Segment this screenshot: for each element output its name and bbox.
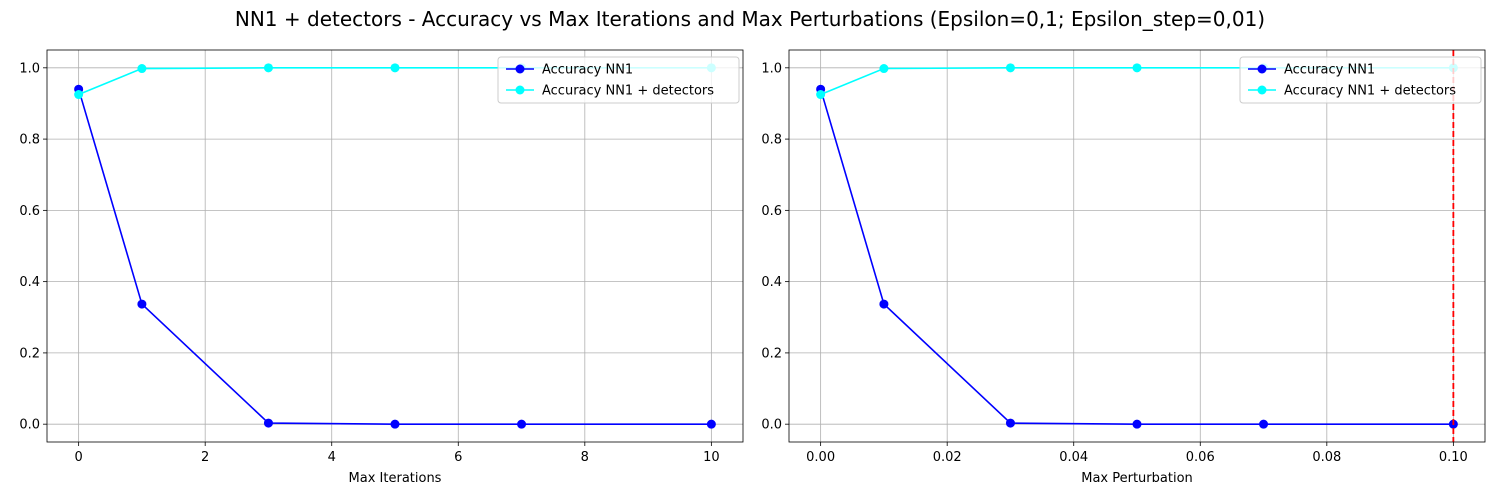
legend-label-0: Accuracy NN1 bbox=[1284, 63, 1375, 78]
data-point-0-3 bbox=[1132, 419, 1142, 429]
legend: Accuracy NN1 Accuracy NN1 + detectors bbox=[1239, 56, 1482, 104]
y-tick-label: 0.4 bbox=[761, 275, 782, 290]
x-tick-label: 0.00 bbox=[806, 450, 835, 465]
data-point-1-0 bbox=[74, 90, 84, 100]
data-point-0-4 bbox=[1259, 419, 1269, 429]
axes-frame bbox=[46, 49, 744, 443]
x-tick-label: 6 bbox=[454, 450, 462, 465]
figure-title: NN1 + detectors - Accuracy vs Max Iterat… bbox=[235, 7, 1265, 31]
legend-box bbox=[497, 56, 740, 104]
x-axis-label: Max Iterations bbox=[349, 471, 442, 486]
data-point-1-1 bbox=[137, 64, 147, 74]
legend-label-1: Accuracy NN1 + detectors bbox=[542, 84, 714, 99]
y-tick-label: 0.6 bbox=[19, 204, 40, 219]
y-tick-label: 0.4 bbox=[19, 275, 40, 290]
data-point-0-2 bbox=[263, 418, 273, 428]
chart-max-perturbation: 0.00 0.02 0.04 0.06 0.08 0.10 0.0 0.2 0.4 0.6 0.8 1… bbox=[761, 49, 1486, 486]
legend-label-0: Accuracy NN1 bbox=[542, 63, 633, 78]
data-point-1-1 bbox=[879, 64, 889, 74]
data-point-0-1 bbox=[879, 299, 889, 309]
data-point-1-3 bbox=[390, 63, 400, 73]
x-tick-label: 8 bbox=[581, 450, 589, 465]
data-point-1-2 bbox=[263, 63, 273, 73]
data-point-0-3 bbox=[390, 419, 400, 429]
legend-marker-0 bbox=[515, 64, 525, 74]
legend-marker-1 bbox=[515, 85, 525, 95]
legend-marker-0 bbox=[1257, 64, 1267, 74]
data-point-1-0 bbox=[816, 90, 826, 100]
y-tick-label: 0.8 bbox=[19, 133, 40, 148]
x-tick-label: 0.06 bbox=[1186, 450, 1215, 465]
x-tick-label: 10 bbox=[703, 450, 720, 465]
legend-marker-1 bbox=[1257, 85, 1267, 95]
y-tick-label: 0.6 bbox=[761, 204, 782, 219]
x-tick-label: 2 bbox=[201, 450, 209, 465]
data-point-0-5 bbox=[706, 419, 716, 429]
legend-box bbox=[1239, 56, 1482, 104]
data-point-1-2 bbox=[1005, 63, 1015, 73]
x-tick-label: 4 bbox=[328, 450, 336, 465]
x-tick-label: 0.10 bbox=[1439, 450, 1468, 465]
legend: Accuracy NN1 Accuracy NN1 + detectors bbox=[497, 56, 740, 104]
y-tick-label: 0.8 bbox=[761, 133, 782, 148]
x-tick-label: 0.08 bbox=[1312, 450, 1341, 465]
data-point-0-2 bbox=[1005, 418, 1015, 428]
legend-label-1: Accuracy NN1 + detectors bbox=[1284, 84, 1456, 99]
y-tick-label: 1.0 bbox=[19, 61, 40, 76]
axes-frame bbox=[788, 49, 1486, 443]
data-point-0-1 bbox=[137, 299, 147, 309]
data-point-1-3 bbox=[1132, 63, 1142, 73]
x-tick-label: 0.04 bbox=[1059, 450, 1088, 465]
y-tick-label: 0.2 bbox=[761, 346, 782, 361]
y-tick-label: 0.0 bbox=[19, 418, 40, 433]
y-tick-label: 1.0 bbox=[761, 61, 782, 76]
x-tick-label: 0.02 bbox=[933, 450, 962, 465]
series-line-0 bbox=[819, 88, 1454, 425]
x-axis-label: Max Perturbation bbox=[1081, 471, 1193, 486]
y-tick-label: 0.0 bbox=[761, 418, 782, 433]
x-tick-label: 0 bbox=[74, 450, 82, 465]
y-tick-label: 0.2 bbox=[19, 346, 40, 361]
series-line-0 bbox=[77, 88, 712, 425]
data-point-0-4 bbox=[517, 419, 527, 429]
chart-max-iterations: 0 2 4 6 8 10 0.0 0.2 0.4 0.6 0.8 1.0 Max Iterations A… bbox=[19, 49, 744, 486]
